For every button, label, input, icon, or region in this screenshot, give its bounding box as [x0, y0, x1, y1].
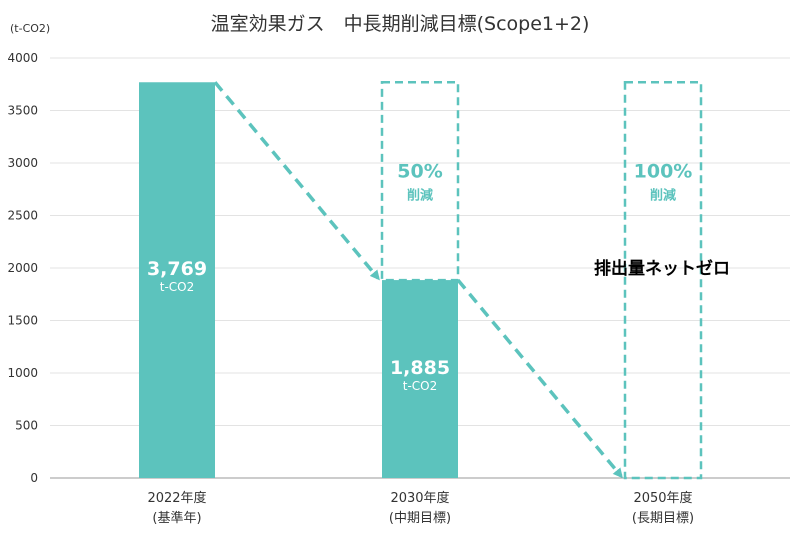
y-tick-label-4000: 4000 — [7, 51, 38, 65]
target-box-0 — [380, 81, 460, 282]
y-tick-label-500: 500 — [15, 419, 38, 433]
y-tick-label-2500: 2500 — [7, 209, 38, 223]
bar-unit-label-0: t-CO2 — [160, 280, 195, 294]
reduction-arrows — [213, 81, 623, 479]
y-tick-label-3500: 3500 — [7, 104, 38, 118]
bar-value-label-0: 3,769 — [147, 258, 207, 280]
bar-unit-label-1: t-CO2 — [403, 379, 438, 393]
bar-0 — [139, 82, 215, 478]
chart-title: 温室効果ガス 中長期削減目標(Scope1+2) — [211, 13, 590, 35]
reduction-arrow-0 — [213, 81, 380, 281]
category-sublabel-2: (長期目標) — [632, 511, 694, 526]
target-box-1 — [623, 81, 703, 480]
target-pct-0: 50% — [397, 160, 442, 182]
category-sublabel-0: (基準年) — [152, 510, 201, 526]
y-tick-label-2000: 2000 — [7, 261, 38, 275]
y-tick-label-0: 0 — [30, 471, 38, 485]
net-zero-annotation: 排出量ネットゼロ — [594, 258, 730, 279]
y-tick-label-3000: 3000 — [7, 156, 38, 170]
bar-value-label-1: 1,885 — [390, 357, 450, 379]
bar-1 — [382, 280, 458, 478]
x-axis-labels: 2022年度 (基準年) 2030年度 (中期目標) 2050年度 (長期目標) — [147, 490, 694, 526]
target-pct-1: 100% — [634, 160, 693, 182]
target-boxes: 50% 削減 100% 削減 — [380, 81, 703, 480]
y-axis-ticks: 0 500 1000 1500 2000 2500 3000 3500 4000 — [7, 51, 38, 485]
bars — [139, 82, 458, 478]
category-label-1: 2030年度 — [390, 490, 449, 506]
y-tick-label-1000: 1000 — [7, 366, 38, 380]
reduction-arrow-1 — [456, 278, 623, 479]
target-text-0: 削減 — [407, 187, 433, 203]
category-label-0: 2022年度 — [147, 490, 206, 506]
y-tick-label-1500: 1500 — [7, 314, 38, 328]
category-sublabel-1: (中期目標) — [389, 511, 451, 526]
y-axis-unit: (t-CO2) — [10, 22, 50, 35]
target-text-1: 削減 — [650, 187, 676, 203]
category-label-2: 2050年度 — [633, 490, 692, 506]
